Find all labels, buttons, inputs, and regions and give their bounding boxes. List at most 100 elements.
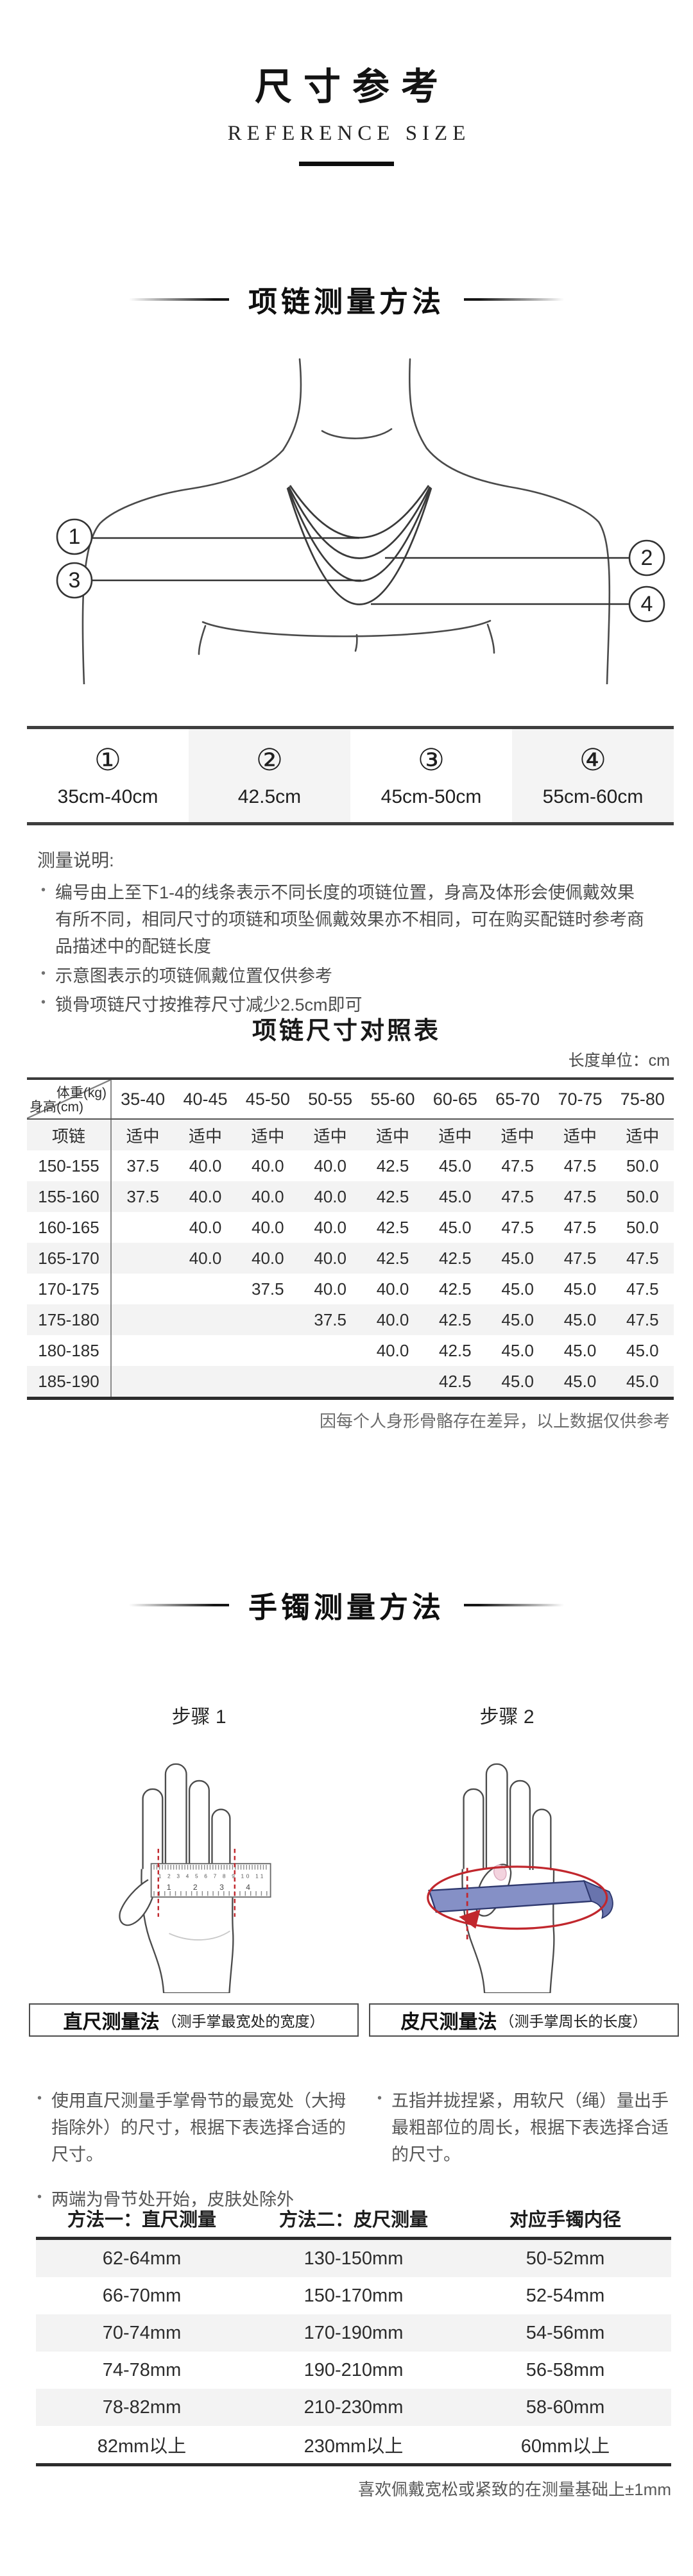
necklace-strands xyxy=(286,485,432,605)
length-range-4: 55cm-60cm xyxy=(542,786,644,808)
table-row: 74-78mm 190-210mm 56-58mm xyxy=(36,2352,671,2389)
position-markers: 1 2 3 4 xyxy=(56,518,665,623)
length-column-2: ② 42.5cm xyxy=(189,729,350,823)
ruler-measure-cell: 70-74mm xyxy=(102,2322,182,2343)
size-cell: 50.0 xyxy=(626,1156,659,1175)
tape-method-name: 皮尺测量法 xyxy=(400,2012,497,2033)
length-range-2: 42.5cm xyxy=(237,786,302,808)
size-cell: 42.5 xyxy=(439,1279,472,1299)
tape-method-desc: （测手掌周长的长度） xyxy=(499,2013,647,2030)
title-divider xyxy=(299,162,394,166)
size-cell: 37.5 xyxy=(314,1309,346,1329)
length-column-1: ① 35cm-40cm xyxy=(27,729,189,822)
size-cell: 42.5 xyxy=(376,1156,409,1175)
column-header: 方法一：直尺测量 xyxy=(67,2210,216,2230)
tape-measure-cell: 130-150mm xyxy=(304,2248,404,2269)
hand-outline xyxy=(461,1763,555,1993)
tape-measure-cell: 150-170mm xyxy=(304,2285,404,2306)
tape-measure-cell: 170-190mm xyxy=(304,2322,404,2343)
bracelet-table-header: 方法一：直尺测量 方法二：皮尺测量 对应手镯内径 xyxy=(36,2200,671,2240)
bracelet-section-header: 手镯测量方法 xyxy=(0,1584,693,1626)
size-cell: 42.5 xyxy=(376,1217,409,1237)
size-cell: 42.5 xyxy=(439,1309,472,1329)
diagonal-header-cell: 体重(kg) 身高(cm) xyxy=(27,1080,112,1118)
size-cell: 40.0 xyxy=(252,1248,284,1268)
note-item: 编号由上至下1-4的线条表示不同长度的项链位置，身高及体形会使佩戴效果有所不同，… xyxy=(37,880,651,961)
table-row: 62-64mm 130-150mm 50-52mm xyxy=(36,2240,671,2277)
leader-lines xyxy=(92,537,629,605)
ruler-measure-cell: 78-82mm xyxy=(102,2396,182,2418)
size-cell: 47.5 xyxy=(626,1309,659,1329)
size-cell: 40.0 xyxy=(189,1156,222,1175)
size-cell: 45.0 xyxy=(439,1156,472,1175)
length-range-3: 45cm-50cm xyxy=(381,786,482,808)
table-row: 160-165 40.0 40.0 40.0 42.5 45.0 47.5 47… xyxy=(27,1212,674,1243)
tape-measure-cell: 210-230mm xyxy=(304,2396,404,2418)
size-cell: 40.0 xyxy=(376,1279,409,1299)
table-row: 175-180 37.5 40.0 42.5 45.0 45.0 47.5 xyxy=(27,1304,674,1335)
table-row: 170-175 37.5 40.0 40.0 42.5 45.0 45.0 47… xyxy=(27,1274,674,1304)
size-cell: 40.0 xyxy=(189,1186,222,1206)
table-row: 82mm以上 230mm以上 60mm以上 xyxy=(36,2426,671,2463)
length-column-4: ④ 55cm-60cm xyxy=(512,729,674,823)
table-row: 185-190 42.5 45.0 45.0 45.0 xyxy=(27,1366,674,1397)
height-range-cell: 165-170 xyxy=(27,1243,112,1274)
size-cell: 47.5 xyxy=(563,1217,597,1237)
table-row: 70-74mm 170-190mm 54-56mm xyxy=(36,2314,671,2352)
fit-cell: 适中 xyxy=(313,1126,347,1146)
inner-diameter-cell: 58-60mm xyxy=(526,2396,605,2418)
note-item: 五指并拢捏紧，用软尺（绳）量出手最粗部位的周长，根据下表选择合适的尺寸。 xyxy=(373,2088,676,2169)
ruler-hand-illustration: 1 2 3 4 5 6 7 8 9 10 11 1 2 3 4 xyxy=(119,1763,271,1993)
note-item: 示意图表示的项链佩戴位置仅供参考 xyxy=(37,963,651,990)
table-header-row: 体重(kg) 身高(cm) 35-40 40-45 45-50 50-55 55… xyxy=(27,1077,674,1120)
marker-label-4: 4 xyxy=(641,592,653,616)
note-item: 锁骨项链尺寸按推荐尺寸减少2.5cm即可 xyxy=(37,992,651,1019)
hand-outline xyxy=(119,1763,234,1993)
inner-diameter-cell: 60mm以上 xyxy=(520,2436,610,2457)
fit-cell: 适中 xyxy=(501,1126,535,1146)
size-cell: 45.0 xyxy=(501,1371,534,1391)
circled-number-2: ② xyxy=(255,743,284,777)
weight-header: 40-45 xyxy=(183,1089,228,1109)
torso-outline xyxy=(81,358,611,684)
size-cell: 45.0 xyxy=(501,1279,534,1299)
size-cell: 40.0 xyxy=(252,1186,284,1206)
necklace-length-table: ① 35cm-40cm ② 42.5cm ③ 45cm-50cm ④ 55cm-… xyxy=(27,726,674,826)
weight-header: 55-60 xyxy=(370,1089,415,1109)
circled-number-1: ① xyxy=(94,743,122,777)
fit-cell: 适中 xyxy=(126,1126,160,1146)
column-header: 对应手镯内径 xyxy=(509,2210,621,2230)
page-subtitle: REFERENCE SIZE xyxy=(227,122,471,145)
size-cell: 45.0 xyxy=(626,1371,659,1391)
ruler-method-desc: （测手掌最宽处的宽度） xyxy=(162,2013,325,2030)
page-title: 尺寸参考 xyxy=(254,66,450,108)
size-cell: 47.5 xyxy=(563,1248,597,1268)
size-cell: 40.0 xyxy=(252,1217,284,1237)
fit-row-label: 项链 xyxy=(27,1120,112,1150)
inner-diameter-cell: 52-54mm xyxy=(526,2285,605,2306)
size-cell: 40.0 xyxy=(189,1217,222,1237)
inner-diameter-cell: 50-52mm xyxy=(526,2248,605,2269)
table-row: 66-70mm 150-170mm 52-54mm xyxy=(36,2277,671,2314)
note-item: 使用直尺测量手掌骨节的最宽处（大拇指除外）的尺寸，根据下表选择合适的尺寸。 xyxy=(33,2088,357,2169)
size-cell: 45.0 xyxy=(501,1340,534,1360)
circled-number-3: ③ xyxy=(417,743,445,777)
circled-number-4: ④ xyxy=(579,743,607,777)
size-cell: 47.5 xyxy=(501,1156,534,1175)
step-1-label: 步骤 1 xyxy=(171,1706,227,1728)
size-cell: 45.0 xyxy=(563,1279,597,1299)
fit-cell: 适中 xyxy=(438,1126,472,1146)
ruler-measure-cell: 74-78mm xyxy=(102,2359,182,2380)
bracelet-size-table: 方法一：直尺测量 方法二：皮尺测量 对应手镯内径 62-64mm 130-150… xyxy=(36,2200,671,2466)
size-cell: 45.0 xyxy=(439,1217,472,1237)
ruler-method-notes: 使用直尺测量手掌骨节的最宽处（大拇指除外）的尺寸，根据下表选择合适的尺寸。 两端… xyxy=(33,2085,357,2213)
size-cell: 50.0 xyxy=(626,1217,659,1237)
ruler-top-numbers: 1 2 3 4 5 6 7 8 9 10 11 xyxy=(158,1873,264,1880)
unit-label: 长度单位：cm xyxy=(568,1052,670,1070)
tape-hand-illustration xyxy=(427,1763,613,1993)
size-cell: 42.5 xyxy=(376,1248,409,1268)
corner-height-label: 身高(cm) xyxy=(30,1100,83,1115)
weight-header: 45-50 xyxy=(245,1089,290,1109)
necklace-section-title: 项链测量方法 xyxy=(248,286,445,318)
